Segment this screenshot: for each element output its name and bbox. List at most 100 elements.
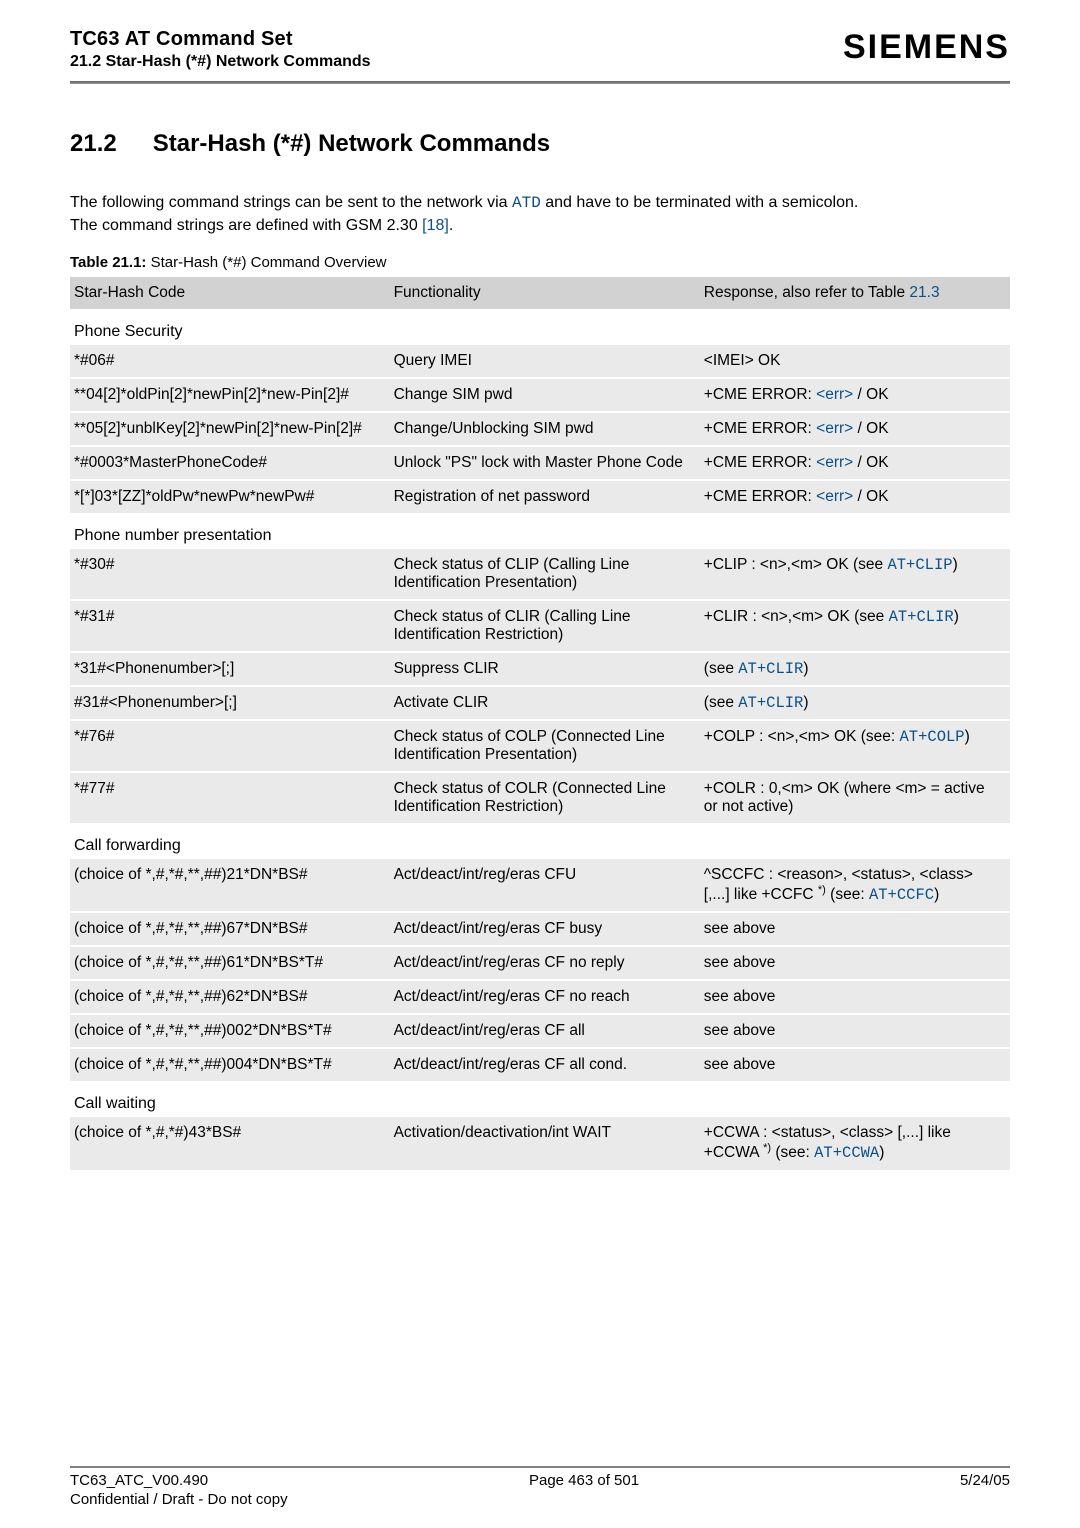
at-colp-link[interactable]: AT+COLP xyxy=(900,728,965,746)
cell-func: Check status of CLIP (Calling Line Ident… xyxy=(390,549,700,600)
footer-divider xyxy=(70,1466,1010,1468)
at-clir-link[interactable]: AT+CLIR xyxy=(738,660,803,678)
table-row: (choice of *,#,*#,**,##)67*DN*BS# Act/de… xyxy=(70,912,1010,946)
cell-code: *#06# xyxy=(70,345,390,378)
cell-resp: +CME ERROR: <err> / OK xyxy=(700,480,1010,513)
cell-resp: +CME ERROR: <err> / OK xyxy=(700,378,1010,412)
cell-code: (choice of *,#,*#,**,##)004*DN*BS*T# xyxy=(70,1048,390,1081)
cell-func: Activation/deactivation/int WAIT xyxy=(390,1117,700,1169)
table-row: (choice of *,#,*#,**,##)61*DN*BS*T# Act/… xyxy=(70,946,1010,980)
table-caption-text: Star-Hash (*#) Command Overview xyxy=(146,254,386,271)
cell-code: #31#<Phonenumber>[;] xyxy=(70,686,390,720)
cell-code: (choice of *,#,*#)43*BS# xyxy=(70,1117,390,1169)
err-link[interactable]: <err> xyxy=(816,488,853,505)
intro-text-1a: The following command strings can be sen… xyxy=(70,194,512,211)
page: TC63 AT Command Set 21.2 Star-Hash (*#) … xyxy=(0,0,1080,1528)
at-clir-link[interactable]: AT+CLIR xyxy=(889,608,954,626)
resp-text-c: ) xyxy=(934,886,939,903)
table-21-3-link[interactable]: 21.3 xyxy=(909,284,939,301)
cell-func: Act/deact/int/reg/eras CF all cond. xyxy=(390,1048,700,1081)
cell-resp: +COLP : <n>,<m> OK (see: AT+COLP) xyxy=(700,720,1010,772)
atd-link[interactable]: ATD xyxy=(512,194,541,212)
cell-resp: +CCWA : <status>, <class> [,...] like +C… xyxy=(700,1117,1010,1169)
doc-title: TC63 AT Command Set xyxy=(70,28,371,51)
table-row: *#30# Check status of CLIP (Calling Line… xyxy=(70,549,1010,600)
err-link[interactable]: <err> xyxy=(816,454,853,471)
resp-text-b: ) xyxy=(953,556,958,573)
cell-func: Act/deact/int/reg/eras CF no reach xyxy=(390,980,700,1014)
resp-text: +CLIR : <n>,<m> OK (see xyxy=(704,608,889,625)
at-ccfc-link[interactable]: AT+CCFC xyxy=(869,886,934,904)
table-header-row: Star-Hash Code Functionality Response, a… xyxy=(70,277,1010,309)
table-row: (choice of *,#,*#)43*BS# Activation/deac… xyxy=(70,1117,1010,1169)
resp-text: +CME ERROR: xyxy=(704,488,816,505)
footer-line-1: TC63_ATC_V00.490 Page 463 of 501 5/24/05 xyxy=(70,1472,1010,1489)
section-phone-number: Phone number presentation xyxy=(70,513,1010,549)
cell-func: Change SIM pwd xyxy=(390,378,700,412)
intro-text-2b: . xyxy=(449,217,453,234)
footer-left: TC63_ATC_V00.490 xyxy=(70,1472,208,1489)
section-phone-number-label: Phone number presentation xyxy=(70,513,1010,549)
table-row: (choice of *,#,*#,**,##)002*DN*BS*T# Act… xyxy=(70,1014,1010,1048)
header-left: TC63 AT Command Set 21.2 Star-Hash (*#) … xyxy=(70,28,371,71)
at-clip-link[interactable]: AT+CLIP xyxy=(887,556,952,574)
section-number: 21.2 xyxy=(70,130,117,158)
footer-right: 5/24/05 xyxy=(960,1472,1010,1489)
header-divider xyxy=(70,81,1010,84)
footer-line-2: Confidential / Draft - Do not copy xyxy=(70,1491,1010,1508)
at-clir-link[interactable]: AT+CLIR xyxy=(738,694,803,712)
footer-center: Page 463 of 501 xyxy=(529,1472,639,1489)
resp-text: +COLP : <n>,<m> OK (see: xyxy=(704,728,900,745)
cell-func: Act/deact/int/reg/eras CF busy xyxy=(390,912,700,946)
resp-text: (see xyxy=(704,660,738,677)
resp-text-b: / OK xyxy=(853,420,888,437)
table-row: *#06# Query IMEI <IMEI> OK xyxy=(70,345,1010,378)
col-functionality: Functionality xyxy=(390,277,700,309)
ref-18-link[interactable]: [18] xyxy=(422,217,449,234)
cell-func: Act/deact/int/reg/eras CFU xyxy=(390,859,700,912)
table-row: (choice of *,#,*#,**,##)21*DN*BS# Act/de… xyxy=(70,859,1010,912)
err-link[interactable]: <err> xyxy=(816,420,853,437)
resp-text: (see xyxy=(704,694,738,711)
cell-resp: (see AT+CLIR) xyxy=(700,652,1010,686)
resp-text-b: (see: xyxy=(771,1145,814,1162)
page-footer: TC63_ATC_V00.490 Page 463 of 501 5/24/05… xyxy=(70,1458,1010,1508)
cell-resp: +CME ERROR: <err> / OK xyxy=(700,446,1010,480)
cell-func: Act/deact/int/reg/eras CF all xyxy=(390,1014,700,1048)
section-title: Star-Hash (*#) Network Commands xyxy=(153,130,550,158)
section-phone-security: Phone Security xyxy=(70,309,1010,345)
table-row: (choice of *,#,*#,**,##)62*DN*BS# Act/de… xyxy=(70,980,1010,1014)
cell-func: Change/Unblocking SIM pwd xyxy=(390,412,700,446)
resp-text-b: ) xyxy=(954,608,959,625)
cell-resp: +CLIR : <n>,<m> OK (see AT+CLIR) xyxy=(700,600,1010,652)
cell-resp: see above xyxy=(700,1014,1010,1048)
table-row: **04[2]*oldPin[2]*newPin[2]*new-Pin[2]# … xyxy=(70,378,1010,412)
cell-resp: see above xyxy=(700,946,1010,980)
cell-code: **05[2]*unblKey[2]*newPin[2]*new-Pin[2]# xyxy=(70,412,390,446)
table-caption: Table 21.1: Star-Hash (*#) Command Overv… xyxy=(70,254,1010,271)
cell-code: (choice of *,#,*#,**,##)67*DN*BS# xyxy=(70,912,390,946)
cell-code: *#77# xyxy=(70,772,390,823)
resp-text-b: / OK xyxy=(853,488,888,505)
footnote-star: *) xyxy=(818,884,826,896)
at-ccwa-link[interactable]: AT+CCWA xyxy=(814,1145,879,1163)
col-response: Response, also refer to Table 21.3 xyxy=(700,277,1010,309)
cell-code: (choice of *,#,*#,**,##)21*DN*BS# xyxy=(70,859,390,912)
doc-subtitle: 21.2 Star-Hash (*#) Network Commands xyxy=(70,53,371,71)
cell-resp: +CME ERROR: <err> / OK xyxy=(700,412,1010,446)
cell-func: Query IMEI xyxy=(390,345,700,378)
table-row: *[*]03*[ZZ]*oldPw*newPw*newPw# Registrat… xyxy=(70,480,1010,513)
resp-text: +CME ERROR: xyxy=(704,454,816,471)
section-call-forwarding: Call forwarding xyxy=(70,823,1010,859)
cell-resp: see above xyxy=(700,912,1010,946)
resp-text-b: / OK xyxy=(853,386,888,403)
cell-func: Act/deact/int/reg/eras CF no reply xyxy=(390,946,700,980)
cell-code: (choice of *,#,*#,**,##)002*DN*BS*T# xyxy=(70,1014,390,1048)
cell-code: (choice of *,#,*#,**,##)62*DN*BS# xyxy=(70,980,390,1014)
brand-logo: SIEMENS xyxy=(843,28,1010,67)
col-response-text: Response, also refer to Table xyxy=(704,284,910,301)
table-caption-label: Table 21.1: xyxy=(70,254,146,271)
intro-text-2a: The command strings are defined with GSM… xyxy=(70,217,422,234)
cell-resp: (see AT+CLIR) xyxy=(700,686,1010,720)
err-link[interactable]: <err> xyxy=(816,386,853,403)
